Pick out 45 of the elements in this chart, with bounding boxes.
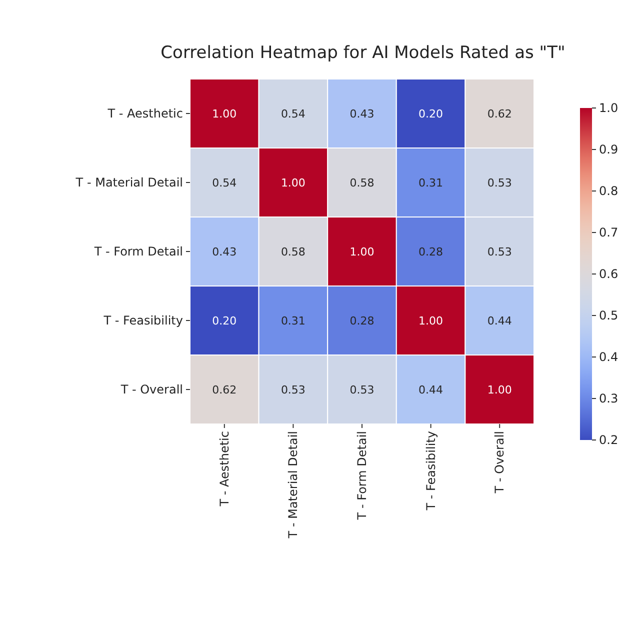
data-label: 0.62	[487, 108, 512, 120]
color-bar-label: 0.6	[599, 267, 618, 281]
color-bar-label: 0.8	[599, 184, 618, 198]
data-label: 1.00	[350, 246, 374, 258]
data-label: 0.62	[212, 384, 237, 396]
data-label: 0.20	[418, 108, 444, 120]
color-bar-label: 0.4	[599, 350, 618, 364]
data-label: 0.54	[280, 108, 306, 120]
color-bar-label: 0.3	[599, 392, 618, 406]
color-bar-label: 0.5	[599, 308, 618, 322]
data-label: 0.31	[280, 314, 306, 328]
x-tick-label: T - Aesthetic	[217, 431, 232, 508]
y-tick-label: T - Aesthetic	[106, 106, 183, 120]
y-tick-label: T - Overall	[120, 382, 183, 396]
y-tick-label: T - Feasibility	[102, 314, 183, 328]
data-label: 1.00	[280, 176, 306, 190]
x-tick-label: T - Material Detail	[286, 431, 300, 540]
x-tick-label: T - Feasibility	[424, 431, 438, 512]
data-label: 0.28	[418, 246, 444, 258]
color-bar-label: 0.7	[599, 226, 618, 240]
data-label: 0.53	[487, 176, 512, 190]
color-bar-label: 1.0	[599, 101, 618, 115]
data-label: 0.44	[487, 314, 512, 328]
x-tick-label: T - Form Detail	[355, 431, 369, 521]
data-label: 1.00	[487, 384, 512, 396]
data-label: 1.00	[212, 108, 237, 120]
y-tick-label: T - Material Detail	[74, 176, 183, 190]
data-label: 0.31	[418, 176, 444, 190]
data-label: 0.43	[212, 246, 237, 258]
data-label: 0.28	[350, 314, 374, 328]
data-label: 0.20	[212, 314, 237, 328]
data-label: 0.53	[487, 246, 512, 258]
color-bar-label: 0.9	[599, 142, 618, 156]
data-label: 0.53	[280, 384, 306, 396]
data-label: 0.53	[350, 384, 374, 396]
x-tick-label: T - Overall	[492, 431, 507, 494]
data-label: 0.44	[418, 384, 444, 396]
color-bar-label: 0.2	[599, 433, 618, 447]
data-label: 0.58	[350, 176, 374, 190]
chart-title: Correlation Heatmap for AI Models Rated as "T"	[160, 43, 566, 63]
data-label: 0.43	[350, 108, 374, 120]
data-label: 1.00	[418, 314, 444, 328]
data-label: 0.54	[212, 176, 237, 190]
data-label: 0.58	[280, 246, 306, 258]
y-tick-label: T - Form Detail	[93, 244, 183, 258]
